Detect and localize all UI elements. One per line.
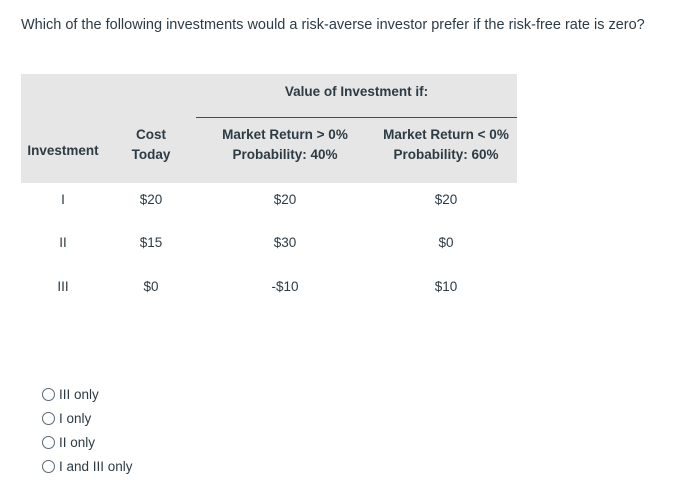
option-i-only[interactable]: I only <box>42 406 133 430</box>
option-iii-only[interactable]: III only <box>42 382 133 406</box>
group-header-title: Value of Investment if: <box>284 84 429 99</box>
cell-market-down: $10 <box>434 279 458 294</box>
cell-cost: $20 <box>139 192 163 207</box>
option-label: I only <box>59 410 92 426</box>
radio-button-unchecked-icon[interactable] <box>42 435 55 449</box>
radio-button-unchecked-icon[interactable] <box>42 459 55 473</box>
table-header: Value of Investment if: Investment Cost … <box>21 74 517 183</box>
group-header-divider <box>196 117 517 118</box>
cell-market-up: $30 <box>273 235 297 250</box>
option-label: I and III only <box>59 458 133 474</box>
investment-table: Value of Investment if: Investment Cost … <box>21 74 517 294</box>
header-investment: Investment <box>27 143 99 158</box>
radio-button-unchecked-icon[interactable] <box>42 411 55 425</box>
cell-market-down: $0 <box>438 235 454 250</box>
table-row: II $15 $30 $0 <box>21 233 517 253</box>
option-label: II only <box>59 434 96 450</box>
header-cost-line1: Cost <box>136 127 166 142</box>
header-market-up-line1: Market Return > 0% <box>222 127 348 142</box>
radio-button-unchecked-icon[interactable] <box>42 387 55 401</box>
cell-cost: $0 <box>143 279 159 294</box>
table-row: I $20 $20 $20 <box>21 190 517 210</box>
question-text: Which of the following investments would… <box>21 17 645 33</box>
header-cost-line2: Today <box>131 147 171 162</box>
cell-market-up: -$10 <box>271 279 299 294</box>
cell-investment: II <box>59 235 67 250</box>
option-i-and-iii-only[interactable]: I and III only <box>42 454 133 478</box>
header-market-down-line1: Market Return < 0% <box>383 127 509 142</box>
cell-market-down: $20 <box>434 192 458 207</box>
cell-investment: III <box>57 279 69 294</box>
header-market-down-line2: Probability: 60% <box>393 147 499 162</box>
cell-market-up: $20 <box>273 192 297 207</box>
cell-investment: I <box>61 192 65 207</box>
header-market-up-line2: Probability: 40% <box>232 147 338 162</box>
table-row: III $0 -$10 $10 <box>21 277 517 297</box>
option-ii-only[interactable]: II only <box>42 430 133 454</box>
answer-options: III only I only II only I and III only <box>42 382 133 478</box>
option-label: III only <box>59 386 99 402</box>
cell-cost: $15 <box>139 235 163 250</box>
